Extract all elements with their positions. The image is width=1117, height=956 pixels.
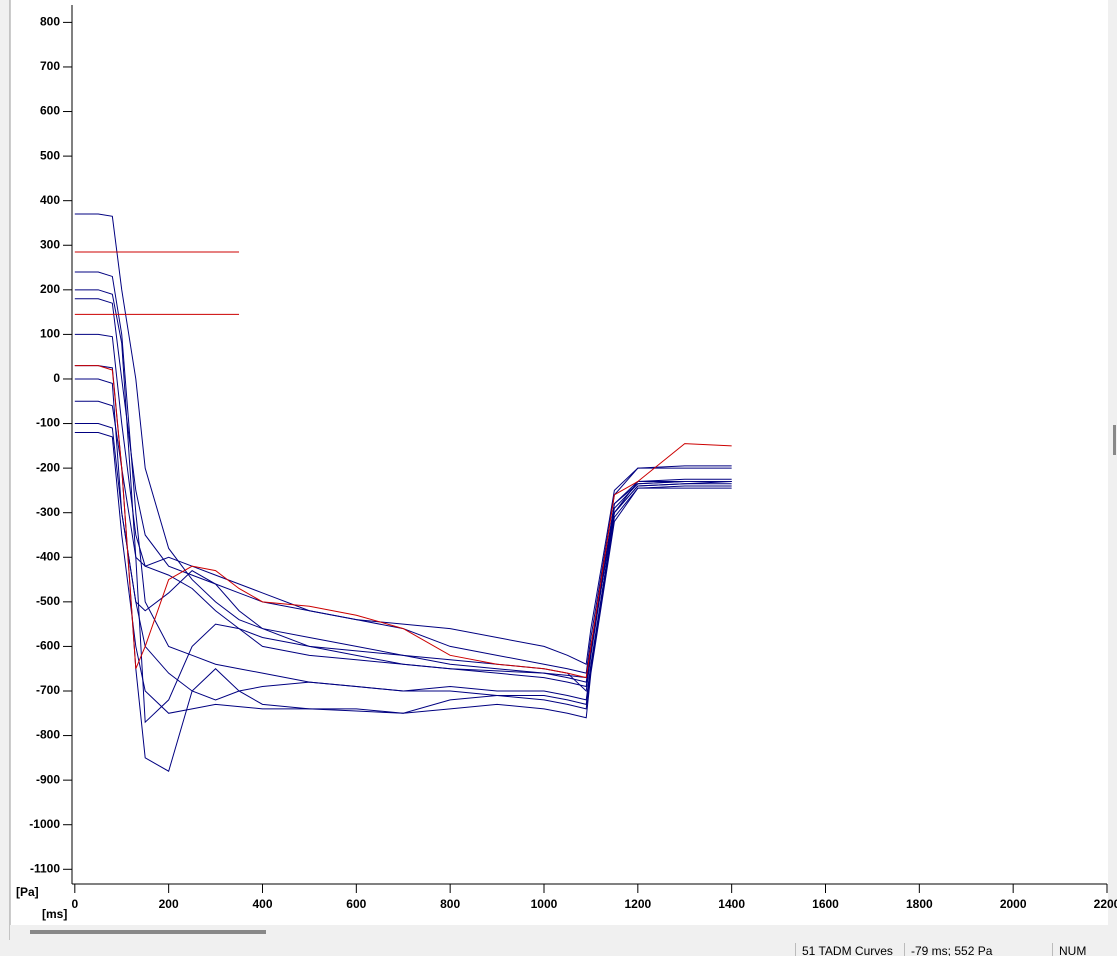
x-unit-label: [ms] <box>42 907 67 921</box>
scroll-thumb[interactable] <box>1113 425 1116 455</box>
y-tick-label: -700 <box>36 683 60 697</box>
y-tick-label: -800 <box>36 728 60 742</box>
x-tick-label: 400 <box>252 897 272 911</box>
x-tick-label: 800 <box>440 897 460 911</box>
x-tick-label: 200 <box>159 897 179 911</box>
y-tick-label: -1000 <box>29 817 60 831</box>
x-tick-label: 1600 <box>812 897 839 911</box>
curve <box>74 431 732 714</box>
y-tick-label: -500 <box>36 594 60 608</box>
y-tick-label: 700 <box>40 59 60 73</box>
x-tick-label: 2200 <box>1094 897 1117 911</box>
y-tick-label: 300 <box>40 237 60 251</box>
curve <box>74 365 732 679</box>
scrollbar-vertical[interactable] <box>1108 0 1117 925</box>
y-tick-label: -400 <box>36 549 60 563</box>
y-tick-label: -100 <box>36 416 60 430</box>
curve <box>74 298 732 665</box>
x-tick-label: 1000 <box>531 897 558 911</box>
y-tick-label: 200 <box>40 282 60 296</box>
status-item: -79 ms; 552 Pa <box>904 943 1051 956</box>
y-tick-label: -1100 <box>30 861 60 875</box>
y-tick-label: -200 <box>36 460 60 474</box>
y-unit-label: [Pa] <box>16 885 39 899</box>
scrollbar-horizontal[interactable] <box>10 925 1117 943</box>
curve <box>74 423 732 683</box>
plot-background <box>10 0 1117 925</box>
status-item: NUM <box>1052 943 1117 956</box>
y-tick-label: 0 <box>53 371 60 385</box>
y-tick-label: 400 <box>40 193 60 207</box>
x-tick-label: 2000 <box>1000 897 1027 911</box>
y-tick-label: 800 <box>40 15 60 29</box>
y-tick-label: 500 <box>40 148 60 162</box>
y-tick-label: -300 <box>36 505 60 519</box>
y-tick-label: -600 <box>36 639 60 653</box>
x-tick-label: 1200 <box>624 897 651 911</box>
x-tick-label: 600 <box>346 897 366 911</box>
status-item: 51 TADM Curves <box>795 943 902 956</box>
x-tick-label: 0 <box>71 897 78 911</box>
y-tick-label: 100 <box>40 327 60 341</box>
scroll-thumb[interactable] <box>30 930 266 934</box>
y-tick-label: -900 <box>36 772 60 786</box>
x-tick-label: 1800 <box>906 897 933 911</box>
x-tick-label: 1400 <box>718 897 745 911</box>
y-tick-label: 600 <box>40 104 60 118</box>
